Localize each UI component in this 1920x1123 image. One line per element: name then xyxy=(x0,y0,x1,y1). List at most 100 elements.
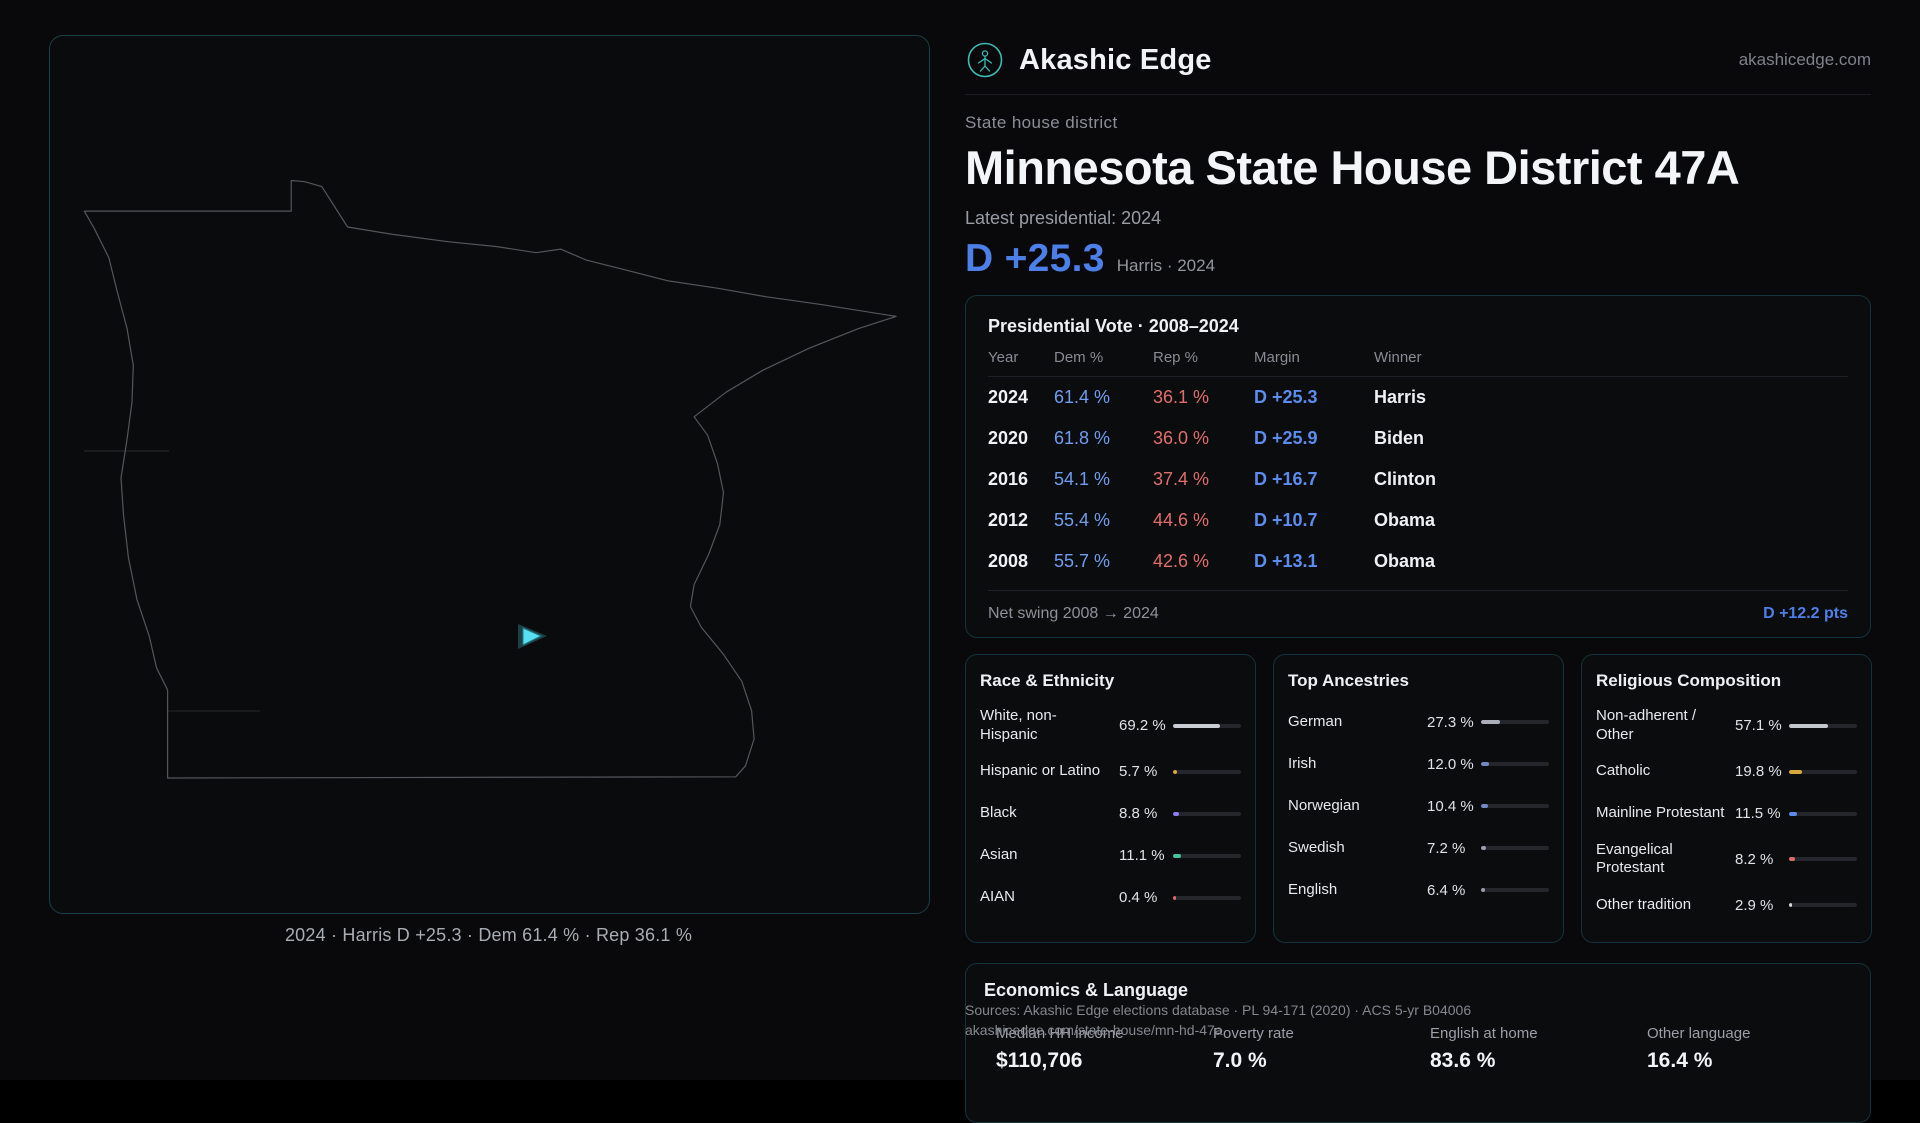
religious-composition-panel: Religious Composition Non-adherent / Oth… xyxy=(1581,654,1872,944)
table-row: 2020 61.8 % 36.0 % D +25.9 Biden xyxy=(988,418,1848,459)
demo-label: Black xyxy=(980,804,1017,822)
demo-label: Catholic xyxy=(1596,762,1651,780)
demo-bar xyxy=(1789,769,1857,774)
demo-row: Norwegian 10.4 % xyxy=(1288,785,1549,827)
econ-stat: Poverty rate 7.0 % xyxy=(1201,1025,1418,1073)
economics-panel-title: Economics & Language xyxy=(984,980,1189,1001)
demo-value: 69.2 % xyxy=(1119,717,1166,735)
demo-row: AIAN 0.4 % xyxy=(980,877,1241,919)
demo-row: German 27.3 % xyxy=(1288,701,1549,743)
demo-label: English xyxy=(1288,880,1338,898)
demo-bar xyxy=(1789,811,1857,816)
district-47a-marker-icon xyxy=(522,627,543,646)
demo-bar xyxy=(1481,846,1549,851)
demo-label: Asian xyxy=(980,846,1018,864)
demo-value: 19.8 % xyxy=(1735,763,1782,781)
margin-cell: D +25.3 xyxy=(1254,387,1318,408)
sources-line: Sources: Akashic Edge elections database… xyxy=(965,1002,1472,1018)
demo-bar xyxy=(1481,888,1549,893)
demo-value: 11.5 % xyxy=(1735,805,1781,823)
demo-bar xyxy=(1173,811,1241,816)
brand-logo-icon xyxy=(967,42,1003,78)
demo-bar xyxy=(1789,903,1857,908)
demo-value: 8.2 % xyxy=(1735,850,1774,868)
winner-cell: Obama xyxy=(1374,551,1436,572)
econ-stat-value: $110,706 xyxy=(996,1049,1083,1073)
demo-row: White, non-Hispanic 69.2 % xyxy=(980,701,1241,751)
col-header-winner: Winner xyxy=(1374,349,1848,378)
district-type-eyebrow: State house district xyxy=(965,113,1118,132)
econ-stat-value: 16.4 % xyxy=(1647,1049,1713,1073)
col-header-dem: Dem % xyxy=(1054,349,1153,378)
winner-cell: Obama xyxy=(1374,510,1436,531)
table-row: 2024 61.4 % 36.1 % D +25.3 Harris xyxy=(988,377,1848,419)
econ-stat-label: Median HH income xyxy=(996,1025,1124,1043)
demo-row: Non-adherent / Other 57.1 % xyxy=(1596,701,1857,751)
demo-value: 11.1 % xyxy=(1119,847,1165,865)
demo-bar xyxy=(1173,853,1241,858)
demo-label: Other tradition xyxy=(1596,895,1692,913)
demo-row: Hispanic or Latino 5.7 % xyxy=(980,751,1241,793)
col-header-year: Year xyxy=(988,349,1054,378)
econ-stat-label: Poverty rate xyxy=(1213,1025,1294,1043)
demo-value: 12.0 % xyxy=(1427,755,1474,773)
econ-stat-value: 83.6 % xyxy=(1430,1049,1496,1073)
presidential-vote-table: Year Dem % Rep % Margin Winner 2024 61.4… xyxy=(988,349,1848,582)
race-ethnicity-panel: Race & Ethnicity White, non-Hispanic 69.… xyxy=(965,654,1256,944)
dem-cell: 61.8 % xyxy=(1054,428,1111,449)
demo-label: Hispanic or Latino xyxy=(980,762,1101,780)
net-swing-row: Net swing 2008 → 2024 D +12.2 pts xyxy=(988,590,1848,623)
demo-label: Mainline Protestant xyxy=(1596,804,1725,822)
brand-name: Akashic Edge xyxy=(1019,43,1212,76)
demo-row: Evangelical Protestant 8.2 % xyxy=(1596,835,1857,885)
demo-label: Swedish xyxy=(1288,838,1345,856)
economics-language-panel: Economics & Language Median HH income $1… xyxy=(965,963,1871,1123)
winner-cell: Harris xyxy=(1374,387,1427,408)
demo-bar xyxy=(1789,723,1857,728)
winner-cell: Clinton xyxy=(1374,469,1436,490)
demo-bar xyxy=(1173,769,1241,774)
demo-bar xyxy=(1481,804,1549,809)
demo-row: Irish 12.0 % xyxy=(1288,743,1549,785)
table-row: 2008 55.7 % 42.6 % D +13.1 Obama xyxy=(988,541,1848,582)
headline-margin-sub: Harris · 2024 xyxy=(1116,256,1216,276)
table-header-row: Year Dem % Rep % Margin Winner xyxy=(988,349,1848,378)
econ-stat: Other language 16.4 % xyxy=(1635,1025,1852,1073)
district-map-panel xyxy=(49,35,930,914)
report-column: Akashic Edge akashicedge.com State house… xyxy=(965,30,1872,1123)
econ-stat: Median HH income $110,706 xyxy=(984,1025,1201,1073)
margin-cell: D +25.9 xyxy=(1254,428,1318,449)
headline-stat-row: D +25.3 Harris · 2024 xyxy=(965,237,1871,281)
demo-row: Black 8.8 % xyxy=(980,793,1241,835)
year-cell: 2012 xyxy=(988,510,1029,531)
econ-stat-label: Other language xyxy=(1647,1025,1751,1043)
rep-cell: 42.6 % xyxy=(1153,551,1210,572)
rep-cell: 37.4 % xyxy=(1153,469,1210,490)
demo-row: Mainline Protestant 11.5 % xyxy=(1596,793,1857,835)
year-cell: 2024 xyxy=(988,387,1029,408)
permalink-line: akashicedge.com/state-house/mn-hd-47a xyxy=(965,1022,1223,1038)
demo-value: 5.7 % xyxy=(1119,763,1158,781)
rep-cell: 36.0 % xyxy=(1153,428,1210,449)
demo-row: Asian 11.1 % xyxy=(980,835,1241,877)
demo-label: White, non-Hispanic xyxy=(980,707,1057,743)
dem-cell: 54.1 % xyxy=(1054,469,1111,490)
col-header-rep: Rep % xyxy=(1153,349,1254,378)
net-swing-value: D +12.2 pts xyxy=(1763,605,1848,623)
col-header-margin: Margin xyxy=(1254,349,1374,378)
econ-stat-label: English at home xyxy=(1430,1025,1538,1043)
map-caption: 2024 · Harris D +25.3 · Dem 61.4 % · Rep… xyxy=(284,925,693,945)
demo-bar xyxy=(1173,723,1241,728)
presidential-vote-panel: Presidential Vote · 2008–2024 Year Dem %… xyxy=(965,295,1871,639)
demo-label: Norwegian xyxy=(1288,796,1360,814)
headline-margin-value: D +25.3 xyxy=(965,237,1105,281)
header: Akashic Edge akashicedge.com xyxy=(965,30,1871,95)
demo-label: Non-adherent / Other xyxy=(1596,707,1697,743)
site-domain-link[interactable]: akashicedge.com xyxy=(1738,50,1871,69)
race-panel-title: Race & Ethnicity xyxy=(980,671,1115,691)
minnesota-outline-shape xyxy=(83,179,897,779)
year-cell: 2016 xyxy=(988,469,1029,490)
rep-cell: 44.6 % xyxy=(1153,510,1210,531)
demographics-grid: Race & Ethnicity White, non-Hispanic 69.… xyxy=(965,654,1872,944)
